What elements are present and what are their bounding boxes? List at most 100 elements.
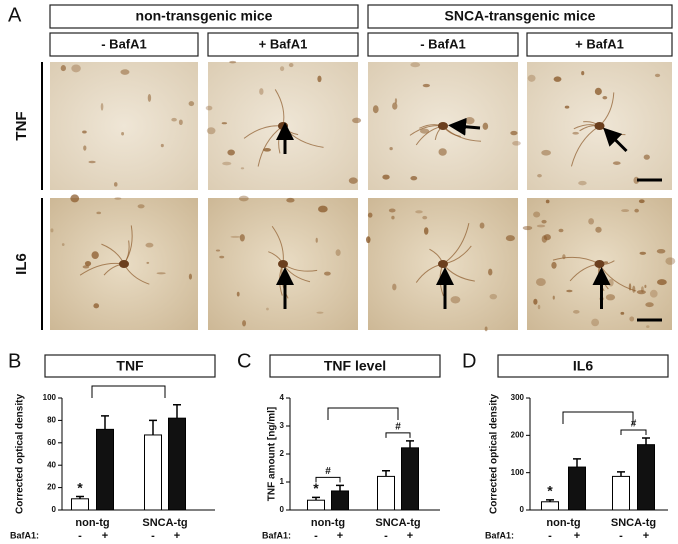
cell-spot [553, 76, 562, 82]
series-sublabel: - [151, 530, 155, 542]
cell-body [278, 260, 288, 268]
cell-spot [229, 60, 237, 64]
cell-spot [657, 279, 667, 286]
cell-spot [505, 235, 515, 242]
row-label: IL6 [13, 253, 30, 275]
cell-spot [366, 236, 371, 244]
bar [401, 447, 419, 511]
series-sublabel: - [619, 530, 623, 542]
cell-spot [588, 218, 595, 225]
cell-spot [551, 261, 557, 269]
cell-spot [533, 211, 541, 218]
cell-spot [558, 228, 564, 233]
cell-spot [608, 278, 614, 287]
cell-spot [545, 199, 550, 204]
header-box [49, 4, 359, 29]
cell-spot [438, 148, 447, 156]
cell-spot [464, 117, 475, 125]
cell-spot [410, 62, 421, 68]
cell-spot [594, 87, 602, 96]
annotation: # [395, 421, 401, 432]
cell-spot [488, 268, 493, 276]
bar [168, 417, 186, 511]
cell-spot [612, 161, 621, 165]
cell-spot [88, 160, 96, 164]
series-sublabel: - [78, 530, 82, 542]
condition-box [367, 32, 519, 57]
cell-spot [572, 131, 579, 135]
error-bar [406, 440, 414, 448]
cell-spot [638, 199, 645, 204]
cell-spot [146, 261, 150, 264]
y-axis-label: Corrected optical density [15, 394, 26, 514]
cell-body [278, 122, 288, 130]
sublabel-title: BafA1: [10, 530, 39, 540]
cell-spot [641, 286, 644, 293]
cell-spot [96, 211, 102, 215]
series-sublabel: - [548, 530, 552, 542]
cell-spot [286, 197, 295, 203]
panel-label: D [462, 350, 476, 372]
error-bar [101, 415, 109, 430]
cell-spot [259, 88, 264, 95]
error-bar [336, 484, 344, 491]
cell-spot [316, 311, 324, 314]
cell-spot [595, 226, 602, 233]
cell-spot [242, 320, 247, 327]
y-tick-label: 100 [511, 468, 525, 477]
cell-spot [484, 326, 488, 332]
chart-title: IL6 [573, 358, 593, 374]
cell-spot [372, 105, 379, 114]
condition-box [207, 32, 359, 57]
cell-spot [510, 130, 518, 136]
cell-spot [318, 205, 328, 213]
cell-spot [178, 119, 183, 126]
cell-spot [646, 325, 650, 329]
cell-spot [422, 83, 430, 88]
chart-title: TNF [116, 358, 144, 374]
bracket [327, 407, 399, 420]
cell-spot [621, 209, 630, 213]
y-tick-label: 0 [280, 505, 285, 514]
x-tick-label: SNCA-tg [142, 517, 187, 529]
cell-spot [602, 96, 608, 100]
cell-spot [70, 194, 80, 203]
cell-spot [137, 204, 145, 209]
cell-spot [537, 173, 542, 178]
cell-spot [71, 64, 81, 73]
error-bar [546, 499, 554, 502]
bar [568, 466, 586, 511]
cell-spot [634, 208, 639, 213]
series-sublabel: + [407, 530, 413, 542]
error-bar [642, 437, 650, 445]
cell-spot [389, 147, 393, 151]
bar [377, 475, 395, 511]
cell-spot [419, 128, 430, 134]
error-bar [173, 403, 181, 419]
cell-spot [221, 122, 228, 125]
condition-box [526, 32, 673, 57]
cell-spot [632, 285, 636, 293]
y-tick-label: 300 [511, 393, 525, 402]
cell-spot [620, 311, 625, 315]
error-bar [573, 458, 581, 468]
cell-spot [512, 140, 521, 146]
bracket [562, 411, 634, 424]
cell-spot [188, 273, 193, 280]
cell-spot [205, 105, 213, 111]
cell-spot [391, 215, 395, 220]
cell-spot [279, 66, 285, 72]
cell-spot [238, 195, 249, 202]
cell-spot [422, 215, 428, 220]
series-sublabel: - [314, 530, 318, 542]
cell-spot [665, 257, 676, 265]
x-tick-label: SNCA-tg [375, 517, 420, 529]
bar [144, 434, 162, 511]
y-tick-label: 1 [280, 477, 285, 486]
cell-spot [114, 197, 122, 200]
cell-body [594, 122, 605, 130]
cell-spot [629, 316, 635, 322]
header-box [367, 4, 673, 29]
cell-spot [188, 101, 195, 107]
